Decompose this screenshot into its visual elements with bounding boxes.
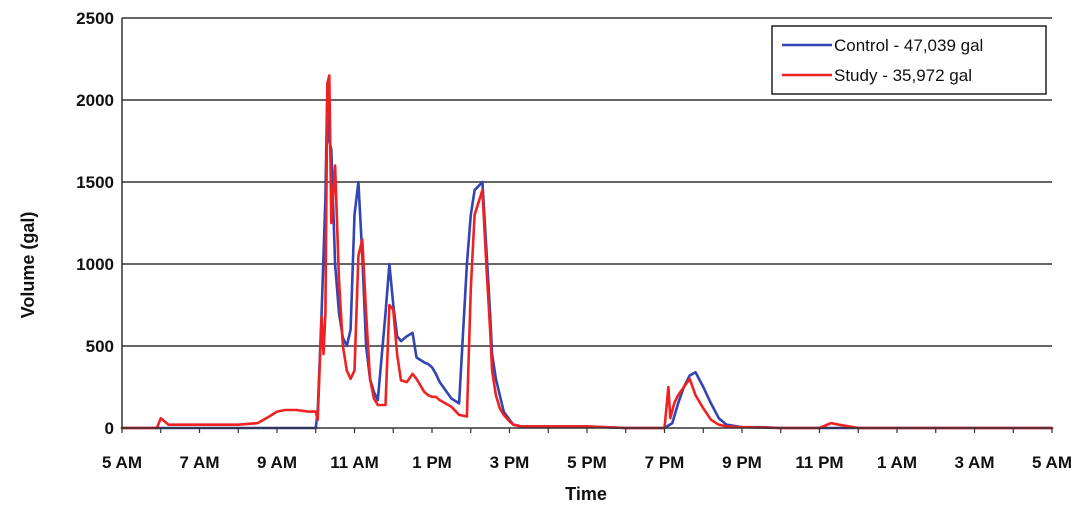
y-axis-title: Volume (gal): [18, 212, 38, 319]
x-tick-labels: 5 AM 7 AM 9 AM 11 AM 1 PM 3 PM 5 PM 7 PM 9 PM 11 …: [102, 453, 1072, 472]
grid-lines: [122, 17, 1052, 347]
x-tick-label: 1 AM: [877, 453, 917, 472]
y-tick-label: 1500: [76, 173, 114, 192]
x-tick-label: 5 AM: [1032, 453, 1072, 472]
x-tick-label: 9 PM: [722, 453, 762, 472]
y-tick-labels: 0 500 1000 1500 2000 2500: [76, 9, 114, 438]
legend-box: [771, 25, 1047, 95]
x-axis-title: Time: [565, 484, 607, 504]
y-tick-label: 2500: [76, 9, 114, 28]
series-line-study: [120, 74, 1054, 430]
x-tick-label: 1 PM: [412, 453, 452, 472]
x-tick-label: 5 AM: [102, 453, 142, 472]
x-tick-label: 7 AM: [180, 453, 220, 472]
x-tick-label: 7 PM: [645, 453, 685, 472]
axes: [121, 18, 1053, 433]
y-tick-label: 0: [105, 419, 114, 438]
legend-label: Control - 47,039 gal: [834, 36, 983, 55]
x-tick-label: 9 AM: [257, 453, 297, 472]
x-tick-label: 3 PM: [490, 453, 530, 472]
series-lines: [120, 74, 1054, 430]
x-tick-label: 11 PM: [795, 453, 843, 472]
x-tick-label: 5 PM: [567, 453, 607, 472]
y-tick-label: 500: [86, 337, 114, 356]
legend-label: Study - 35,972 gal: [834, 66, 972, 85]
y-tick-label: 2000: [76, 91, 114, 110]
legend: Control - 47,039 gal Study - 35,972 gal: [771, 25, 1047, 95]
y-tick-label: 1000: [76, 255, 114, 274]
series-line-control: [120, 82, 1054, 430]
x-tick-label: 3 AM: [955, 453, 995, 472]
x-tick-label: 11 AM: [330, 453, 379, 472]
